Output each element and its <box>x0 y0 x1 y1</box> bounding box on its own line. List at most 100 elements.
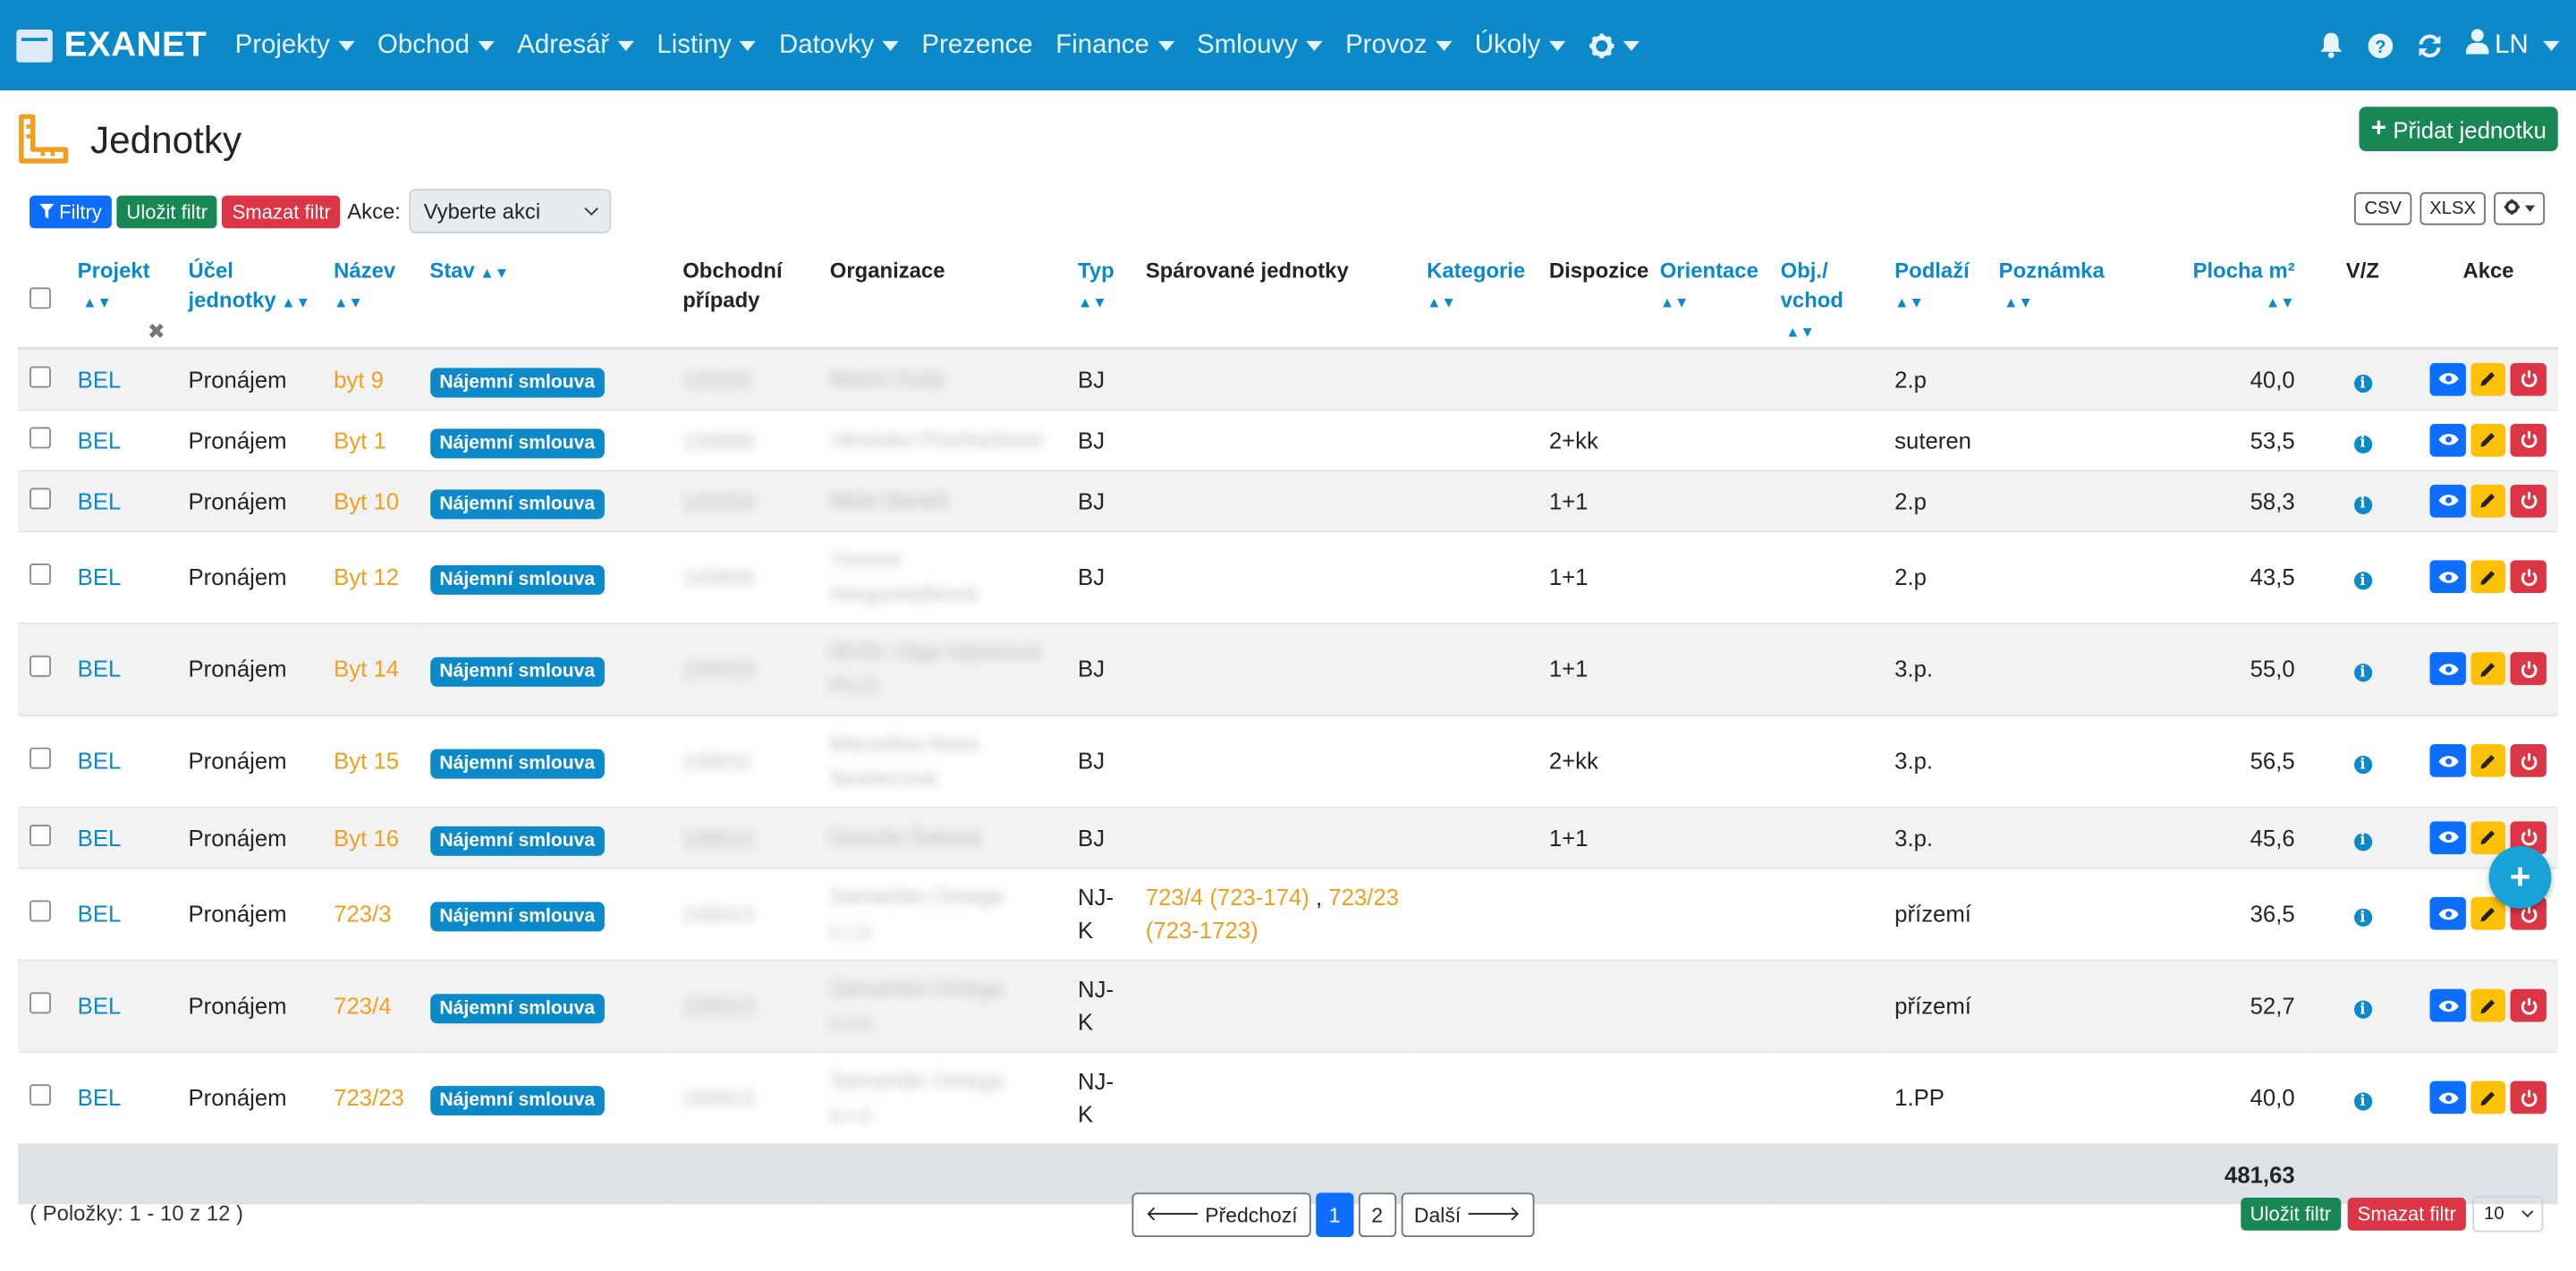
add-unit-button[interactable]: + Přidat jednotku <box>2360 106 2558 151</box>
project-link[interactable]: BEL <box>77 1084 122 1111</box>
page-button-1[interactable]: 1 <box>1315 1192 1354 1238</box>
col-plocha[interactable]: Plocha m² ▲▼ <box>2144 244 2307 351</box>
info-icon[interactable]: i <box>2353 756 2372 775</box>
organization-name[interactable]: Milan Beneš <box>829 487 948 513</box>
row-checkbox[interactable] <box>30 366 51 388</box>
organization-name[interactable]: Yvonne Hergovkačková <box>829 547 978 606</box>
export-csv-button[interactable]: CSV <box>2354 191 2412 225</box>
nav-item-0[interactable]: Projekty <box>235 30 355 60</box>
page-button-2[interactable]: 2 <box>1358 1192 1396 1238</box>
organization-name[interactable]: Samaritán Omega s.r.o. <box>829 976 1004 1036</box>
row-checkbox[interactable] <box>30 747 51 769</box>
project-link[interactable]: BEL <box>77 747 122 775</box>
project-link[interactable]: BEL <box>77 900 122 927</box>
info-icon[interactable]: i <box>2353 664 2372 682</box>
col-poznamka[interactable]: Poznámka▲▼ <box>1987 244 2145 351</box>
footer-clear-filter-button[interactable]: Smazat filtr <box>2347 1197 2466 1231</box>
unit-name-link[interactable]: 723/4 <box>334 992 392 1019</box>
col-orientace[interactable]: Orientace ▲▼ <box>1648 244 1769 351</box>
view-button[interactable] <box>2430 988 2466 1022</box>
nav-item-3[interactable]: Listiny <box>657 30 757 60</box>
bell-icon[interactable] <box>2318 31 2343 59</box>
help-icon[interactable]: ? <box>2367 32 2393 58</box>
organization-name[interactable]: Veronika Procházková <box>829 427 1043 453</box>
edit-button[interactable] <box>2470 652 2506 685</box>
info-icon[interactable]: i <box>2353 572 2372 590</box>
unit-name-link[interactable]: 723/3 <box>334 900 392 927</box>
row-checkbox[interactable] <box>30 426 51 448</box>
project-link[interactable]: BEL <box>77 563 122 590</box>
info-icon[interactable]: i <box>2353 374 2372 393</box>
project-link[interactable]: BEL <box>77 366 122 393</box>
brand[interactable]: EXANET <box>16 25 207 64</box>
floating-add-button[interactable]: + <box>2488 845 2552 909</box>
info-icon[interactable]: i <box>2353 496 2372 514</box>
info-icon[interactable]: i <box>2353 909 2372 928</box>
per-page-select[interactable]: 10 <box>2472 1196 2544 1233</box>
edit-button[interactable] <box>2470 988 2506 1022</box>
actions-select[interactable]: Vyberte akci <box>409 189 612 233</box>
view-button[interactable] <box>2430 422 2466 456</box>
filters-button[interactable]: Filtry <box>30 194 112 228</box>
business-case-id[interactable]: 100011 <box>682 749 753 775</box>
export-xlsx-button[interactable]: XLSX <box>2419 191 2486 225</box>
organization-name[interactable]: Marcelína Anna Sestercová <box>829 731 979 791</box>
edit-button[interactable] <box>2470 362 2506 396</box>
organization-name[interactable]: Samaritán Omega s.r.o. <box>829 884 1004 944</box>
row-checkbox[interactable] <box>30 487 51 509</box>
nav-item-6[interactable]: Finance <box>1055 30 1174 60</box>
project-link[interactable]: BEL <box>77 487 122 513</box>
row-checkbox[interactable] <box>30 824 51 845</box>
organization-name[interactable]: Danuše Šuková <box>829 825 981 850</box>
next-page-button[interactable]: Další 🡒 <box>1401 1192 1535 1238</box>
footer-save-filter-button[interactable]: Uložit filtr <box>2240 1197 2342 1231</box>
col-ucel[interactable]: Účel jednotky ▲▼ <box>176 244 323 351</box>
nav-item-1[interactable]: Obchod <box>377 30 495 60</box>
sync-icon[interactable] <box>2416 32 2442 58</box>
col-stav[interactable]: Stav ▲▼ <box>418 244 666 351</box>
edit-button[interactable] <box>2470 560 2506 594</box>
edit-button[interactable] <box>2470 820 2506 854</box>
column-settings-button[interactable] <box>2494 191 2546 225</box>
project-link[interactable]: BEL <box>77 824 122 851</box>
edit-button[interactable] <box>2470 896 2506 930</box>
view-button[interactable] <box>2430 1080 2466 1114</box>
info-icon[interactable]: i <box>2353 832 2372 851</box>
business-case-id[interactable]: 100003 <box>682 488 754 513</box>
info-icon[interactable]: i <box>2353 1092 2372 1112</box>
business-case-id[interactable]: 100013 <box>682 1086 754 1111</box>
col-projekt[interactable]: Projekt▲▼ ✖ <box>65 244 177 351</box>
row-checkbox[interactable] <box>30 992 51 1014</box>
unit-name-link[interactable]: byt 9 <box>334 366 384 393</box>
row-checkbox[interactable] <box>30 563 51 585</box>
deactivate-button[interactable] <box>2511 744 2546 777</box>
nav-item-7[interactable]: Smlouvy <box>1197 30 1323 60</box>
unit-name-link[interactable]: Byt 1 <box>334 426 386 453</box>
view-button[interactable] <box>2430 483 2466 517</box>
col-obj-vchod[interactable]: Obj./vchod▲▼ <box>1768 244 1884 351</box>
save-filter-button[interactable]: Uložit filtr <box>116 194 218 228</box>
select-all-checkbox[interactable] <box>30 286 51 309</box>
project-link[interactable]: BEL <box>77 655 122 682</box>
deactivate-button[interactable] <box>2511 483 2546 517</box>
unit-name-link[interactable]: Byt 15 <box>334 747 400 775</box>
nav-item-8[interactable]: Provoz <box>1345 30 1453 60</box>
clear-filter-button[interactable]: Smazat filtr <box>222 194 341 228</box>
edit-button[interactable] <box>2470 744 2506 777</box>
prev-page-button[interactable]: 🡐 Předchozí <box>1131 1192 1311 1238</box>
paired-unit-link[interactable]: 723/23 <box>1328 884 1399 911</box>
business-case-id[interactable]: 100013 <box>682 902 754 927</box>
edit-button[interactable] <box>2470 1080 2506 1114</box>
nav-settings-menu[interactable] <box>1589 32 1640 58</box>
paired-unit-link[interactable]: 723/4 (723-174) <box>1145 884 1309 911</box>
view-button[interactable] <box>2430 560 2466 594</box>
business-case-id[interactable]: 100010 <box>682 657 754 682</box>
organization-name[interactable]: Samaritán Omega s.r.o. <box>829 1067 1004 1127</box>
col-podlazi[interactable]: Podlaží ▲▼ <box>1883 244 1987 351</box>
deactivate-button[interactable] <box>2511 362 2546 396</box>
deactivate-button[interactable] <box>2511 422 2546 456</box>
info-icon[interactable]: i <box>2353 435 2372 453</box>
unit-name-link[interactable]: 723/23 <box>334 1084 404 1111</box>
unit-name-link[interactable]: Byt 16 <box>334 824 400 851</box>
col-typ[interactable]: Typ ▲▼ <box>1066 244 1134 351</box>
